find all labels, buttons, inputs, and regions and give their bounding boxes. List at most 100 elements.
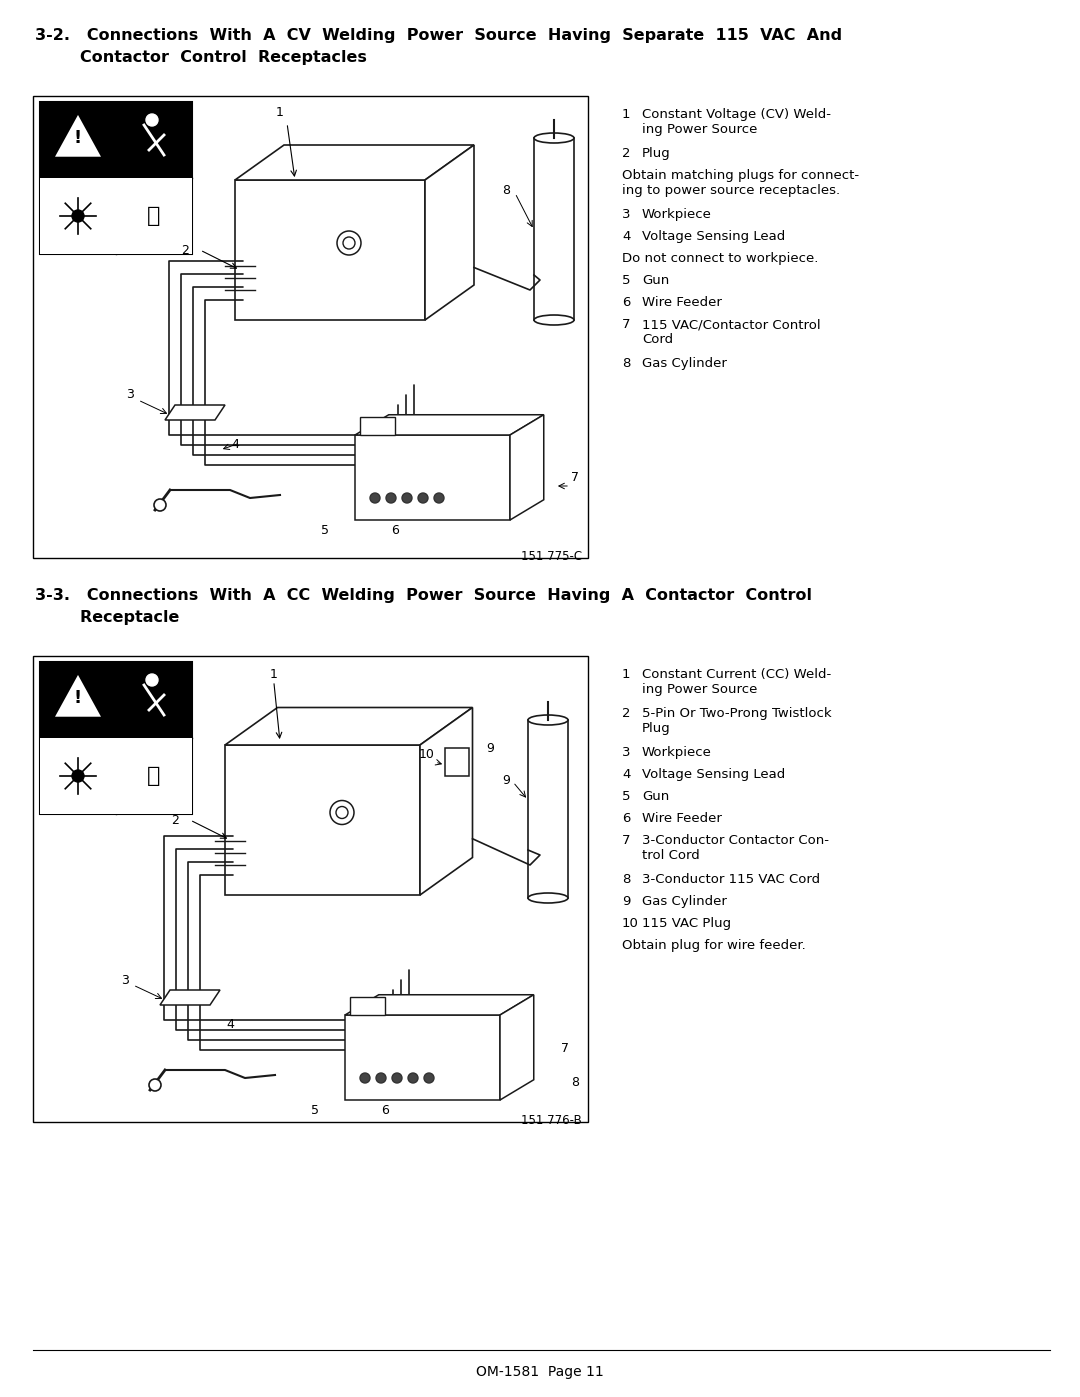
Text: 8: 8 [622, 358, 631, 370]
Circle shape [408, 1073, 418, 1083]
Text: 8: 8 [502, 183, 510, 197]
Text: 3-3.   Connections  With  A  CC  Welding  Power  Source  Having  A  Contactor  C: 3-3. Connections With A CC Welding Power… [35, 588, 812, 604]
Text: Gun: Gun [642, 274, 670, 286]
Text: 10: 10 [419, 749, 435, 761]
Text: Workpiece: Workpiece [642, 746, 712, 759]
Circle shape [146, 115, 158, 126]
Ellipse shape [528, 893, 568, 902]
Text: Gas Cylinder: Gas Cylinder [642, 895, 727, 908]
Text: 4: 4 [622, 768, 631, 781]
Polygon shape [510, 415, 543, 520]
Text: 115 VAC Plug: 115 VAC Plug [642, 916, 731, 930]
Text: 9: 9 [486, 742, 494, 754]
Circle shape [434, 493, 444, 503]
Text: ✋: ✋ [147, 205, 161, 226]
Bar [40, 177, 116, 254]
Text: Workpiece: Workpiece [642, 208, 712, 221]
Text: 3-Conductor 115 VAC Cord: 3-Conductor 115 VAC Cord [642, 873, 820, 886]
Polygon shape [160, 990, 220, 1004]
Text: 3: 3 [622, 746, 631, 759]
Circle shape [146, 673, 158, 686]
Text: 2: 2 [622, 147, 631, 161]
Bar [350, 997, 384, 1016]
Text: Wire Feeder: Wire Feeder [642, 812, 721, 826]
Bar [116, 738, 192, 814]
Text: 4: 4 [226, 1018, 234, 1031]
Text: 9: 9 [502, 774, 510, 787]
Circle shape [392, 1073, 402, 1083]
Text: Voltage Sensing Lead: Voltage Sensing Lead [642, 231, 785, 243]
Text: Constant Voltage (CV) Weld-
ing Power Source: Constant Voltage (CV) Weld- ing Power So… [642, 108, 831, 136]
Polygon shape [345, 1016, 500, 1099]
Text: 8: 8 [571, 1077, 579, 1090]
Circle shape [154, 499, 166, 511]
Text: 151 776-B: 151 776-B [522, 1113, 582, 1127]
Text: Gas Cylinder: Gas Cylinder [642, 358, 727, 370]
Bar [40, 662, 116, 738]
Text: 5-Pin Or Two-Prong Twistlock
Plug: 5-Pin Or Two-Prong Twistlock Plug [642, 707, 832, 735]
Bar [116, 662, 192, 738]
Polygon shape [55, 115, 102, 156]
Polygon shape [420, 707, 473, 895]
Circle shape [418, 493, 428, 503]
Text: 4: 4 [622, 231, 631, 243]
Bar [116, 102, 192, 177]
Text: 9: 9 [622, 895, 631, 908]
Text: ✋: ✋ [147, 766, 161, 787]
Ellipse shape [528, 715, 568, 725]
Circle shape [402, 493, 411, 503]
Text: 2: 2 [622, 707, 631, 719]
Circle shape [376, 1073, 386, 1083]
Text: !: ! [73, 689, 82, 707]
Text: 1: 1 [270, 669, 278, 682]
Text: 7: 7 [622, 834, 631, 847]
Text: 2: 2 [181, 243, 189, 257]
Text: 7: 7 [622, 319, 631, 331]
Circle shape [72, 210, 84, 222]
Bar [33, 96, 588, 557]
Polygon shape [345, 995, 534, 1016]
Text: 8: 8 [622, 873, 631, 886]
Polygon shape [235, 145, 474, 180]
Text: 6: 6 [622, 296, 631, 309]
Circle shape [370, 493, 380, 503]
Text: 3: 3 [121, 974, 129, 986]
Text: Gun: Gun [642, 789, 670, 803]
Text: 1: 1 [276, 106, 284, 120]
Polygon shape [225, 707, 473, 745]
Polygon shape [165, 405, 225, 420]
Text: 10: 10 [622, 916, 639, 930]
Bar [40, 102, 192, 254]
Text: 5: 5 [622, 789, 631, 803]
Circle shape [424, 1073, 434, 1083]
Text: 6: 6 [622, 812, 631, 826]
Text: 6: 6 [391, 524, 399, 536]
Text: 7: 7 [561, 1042, 569, 1056]
Text: 3: 3 [126, 388, 134, 401]
Text: 2: 2 [171, 813, 179, 827]
Text: Obtain plug for wire feeder.: Obtain plug for wire feeder. [622, 939, 806, 951]
Circle shape [360, 1073, 370, 1083]
Text: Voltage Sensing Lead: Voltage Sensing Lead [642, 768, 785, 781]
Ellipse shape [534, 133, 573, 142]
Text: Constant Current (CC) Weld-
ing Power Source: Constant Current (CC) Weld- ing Power So… [642, 668, 832, 696]
Circle shape [386, 493, 396, 503]
Text: 4: 4 [231, 439, 239, 451]
Text: !: ! [73, 129, 82, 147]
Polygon shape [500, 995, 534, 1099]
Text: Obtain matching plugs for connect-
ing to power source receptacles.: Obtain matching plugs for connect- ing t… [622, 169, 859, 197]
Bar [33, 657, 588, 1122]
Text: 1: 1 [622, 108, 631, 122]
Bar [445, 747, 469, 775]
Text: 1: 1 [622, 668, 631, 680]
Polygon shape [355, 415, 543, 434]
Text: 5: 5 [321, 524, 329, 536]
Polygon shape [225, 745, 420, 895]
Bar [40, 662, 192, 814]
Text: Plug: Plug [642, 147, 671, 161]
Text: 3-Conductor Contactor Con-
trol Cord: 3-Conductor Contactor Con- trol Cord [642, 834, 829, 862]
Text: Wire Feeder: Wire Feeder [642, 296, 721, 309]
Text: 3-2.   Connections  With  A  CV  Welding  Power  Source  Having  Separate  115  : 3-2. Connections With A CV Welding Power… [35, 28, 842, 43]
Text: Do not connect to workpiece.: Do not connect to workpiece. [622, 251, 819, 265]
Text: 115 VAC/Contactor Control
Cord: 115 VAC/Contactor Control Cord [642, 319, 821, 346]
